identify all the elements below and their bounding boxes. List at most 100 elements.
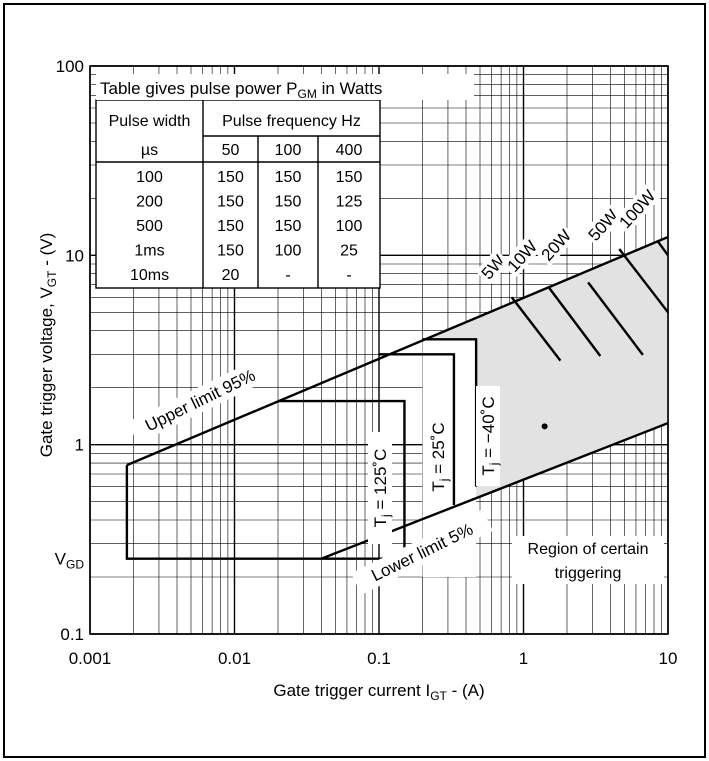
x-axis-label-part: GT bbox=[430, 689, 447, 703]
y-tick-label-part: 10 bbox=[65, 246, 84, 265]
x-axis-label-part: - (A) bbox=[447, 681, 485, 700]
table-cell: - bbox=[285, 267, 290, 284]
x-tick-label-part: 0.01 bbox=[218, 649, 251, 668]
table-cell-part: 150 bbox=[275, 169, 302, 186]
table-cell-part: 25 bbox=[340, 243, 358, 260]
y-tick-label-part: 0.1 bbox=[60, 625, 84, 644]
x-axis-label-part: Gate trigger current I bbox=[273, 681, 430, 700]
tj25-label-part: T bbox=[429, 481, 448, 491]
x-tick-label-part: 0.001 bbox=[69, 649, 112, 668]
region-label-line2-part: triggering bbox=[555, 565, 622, 582]
y-axis-label-part: - (V) bbox=[37, 233, 56, 271]
table-subheader-cell-part: 100 bbox=[275, 142, 302, 159]
y-tick-label: 100 bbox=[56, 57, 84, 76]
table-title-part: in Watts bbox=[317, 79, 383, 98]
table-header-frequency: Pulse frequency Hz bbox=[222, 113, 361, 130]
x-tick-label: 0.01 bbox=[218, 649, 251, 668]
table-cell-part: 150 bbox=[275, 194, 302, 211]
table-title: Table gives pulse power PGM in Watts bbox=[100, 79, 382, 101]
region-label-bg bbox=[512, 536, 664, 584]
x-tick-label: 0.1 bbox=[367, 649, 391, 668]
tjm40-label-part: j bbox=[487, 463, 501, 467]
tjm40-label-group: Tj = −40˚C bbox=[476, 386, 501, 486]
table-cell-part: 125 bbox=[336, 194, 363, 211]
vgd-label-part: V bbox=[55, 550, 67, 569]
table-cell-part: 1ms bbox=[134, 243, 164, 260]
table-cell-part: 150 bbox=[217, 169, 244, 186]
table-header-frequency-part: Pulse frequency Hz bbox=[222, 113, 361, 130]
tjm40-label-bg bbox=[476, 386, 500, 486]
table-subheader-cell: 100 bbox=[275, 142, 302, 159]
w100-label-bg bbox=[612, 183, 662, 235]
table-cell-part: 150 bbox=[217, 194, 244, 211]
tj25-label-group: Tj = 25˚C bbox=[426, 409, 451, 505]
y-tick-label: 10 bbox=[65, 246, 84, 265]
tj125-label-bg bbox=[368, 432, 392, 544]
plot-frame bbox=[89, 65, 669, 635]
x-axis-label: Gate trigger current IGT - (A) bbox=[273, 681, 484, 703]
upper-limit-label-bg bbox=[127, 356, 273, 444]
tjm40-label-part: T bbox=[479, 465, 498, 475]
table-cell: - bbox=[346, 267, 351, 284]
table-cell-part: - bbox=[346, 267, 351, 284]
y-tick-label: 0.1 bbox=[60, 625, 84, 644]
w20-label-bg bbox=[535, 223, 577, 267]
table-cell: 150 bbox=[336, 169, 363, 186]
tj125-label-group: Tj = 125˚C bbox=[368, 432, 393, 544]
table-subheader-cell-part: µs bbox=[141, 142, 158, 159]
tjm40-label-part: = −40˚C bbox=[479, 396, 498, 462]
table-cell: 150 bbox=[275, 169, 302, 186]
table-subheader-cell-part: 400 bbox=[336, 142, 363, 159]
tjm40-label: Tj = −40˚C bbox=[479, 396, 501, 475]
w50-label-bg bbox=[582, 203, 624, 247]
table-cell: 150 bbox=[217, 218, 244, 235]
w10-label-bg bbox=[501, 234, 543, 278]
axis-labels: Gate trigger current IGT - (A)Gate trigg… bbox=[37, 233, 485, 703]
table-cell-part: 150 bbox=[217, 243, 244, 260]
table-cell-part: 500 bbox=[136, 218, 163, 235]
table-bg bbox=[96, 74, 380, 288]
region-label-line1-part: Region of certain bbox=[528, 541, 649, 558]
table-cell-part: 20 bbox=[222, 267, 240, 284]
region-label-line1: Region of certain bbox=[528, 541, 649, 558]
region-label-line2: triggering bbox=[555, 565, 622, 582]
table-subheader-cell: µs bbox=[141, 142, 158, 159]
tj25-label: Tj = 25˚C bbox=[429, 422, 451, 491]
x-tick-label: 0.001 bbox=[69, 649, 112, 668]
table-header-pulse-width: Pulse width bbox=[109, 113, 191, 130]
table-subheader-cell: 400 bbox=[336, 142, 363, 159]
x-tick-label: 10 bbox=[659, 649, 678, 668]
table-cell-part: 100 bbox=[136, 169, 163, 186]
table-cell: 150 bbox=[275, 194, 302, 211]
tj125-label-part: = 125˚C bbox=[371, 449, 390, 515]
table-cell: 10ms bbox=[130, 267, 169, 284]
y-axis-label: Gate trigger voltage, VGT - (V) bbox=[37, 233, 59, 458]
series-100w bbox=[656, 239, 668, 257]
table-cell: 150 bbox=[217, 169, 244, 186]
y-axis-label-part: GT bbox=[45, 270, 59, 287]
table-cell: 150 bbox=[217, 194, 244, 211]
tj125-label-part: j bbox=[379, 514, 393, 518]
table-title-bg bbox=[96, 74, 474, 100]
series-10w bbox=[547, 286, 602, 357]
table-cell-part: 150 bbox=[336, 169, 363, 186]
table-cell-part: 150 bbox=[275, 218, 302, 235]
table-subheader-cell: 50 bbox=[222, 142, 240, 159]
table-cell-part: 200 bbox=[136, 194, 163, 211]
table-cell: 150 bbox=[275, 218, 302, 235]
x-tick-label-part: 10 bbox=[659, 649, 678, 668]
series-5w bbox=[510, 296, 562, 362]
tj25-label-part: = 25˚C bbox=[429, 422, 448, 478]
vgd-label: VGD bbox=[55, 550, 85, 572]
table-cell: 1ms bbox=[134, 243, 164, 260]
region-marker bbox=[541, 423, 548, 430]
table-cell: 100 bbox=[275, 243, 302, 260]
w5-label-bg bbox=[475, 249, 511, 285]
table-header-pulse-width-part: Pulse width bbox=[109, 113, 191, 130]
y-tick-label-part: 100 bbox=[56, 57, 84, 76]
lower-limit-label-bg bbox=[351, 509, 493, 595]
x-tick-label-part: 1 bbox=[519, 649, 528, 668]
y-axis-label-part: Gate trigger voltage, V bbox=[37, 287, 56, 458]
table-cell: 150 bbox=[217, 243, 244, 260]
